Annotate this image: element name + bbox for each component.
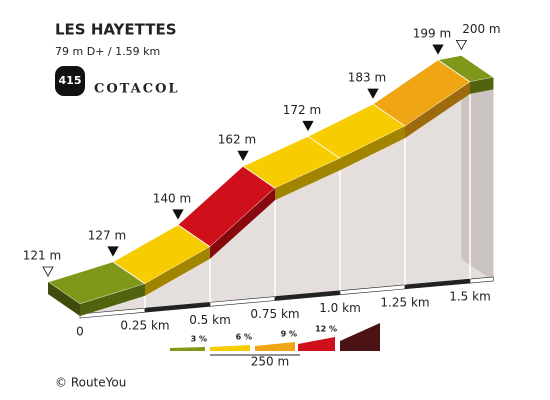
plot: 121 m 127 m 140 m 162 m 172 m 183 m 199 m 200 m… bbox=[23, 22, 501, 339]
road-face bbox=[340, 126, 405, 171]
road-face-shade bbox=[275, 158, 340, 201]
elevation-marker bbox=[432, 44, 444, 55]
legend-swatch bbox=[210, 345, 250, 351]
brand: COTACOL bbox=[94, 82, 180, 97]
road-face bbox=[405, 81, 470, 139]
elevation-label: 200 m bbox=[462, 22, 500, 36]
chart-subtitle: 79 m D+ / 1.59 km bbox=[55, 45, 160, 58]
chart-title: LES HAYETTES bbox=[55, 21, 177, 39]
road-face-shade bbox=[470, 77, 494, 94]
elevation-label: 140 m bbox=[153, 191, 191, 205]
elevation-label: 127 m bbox=[88, 228, 126, 242]
x-tick-label: 0.25 km bbox=[120, 319, 169, 333]
road-face-shade bbox=[405, 81, 470, 139]
elevation-marker bbox=[42, 266, 54, 277]
start-face-shade bbox=[48, 282, 80, 316]
road-face bbox=[80, 283, 145, 316]
road-face-shade bbox=[80, 283, 145, 316]
x-tick-label: 1.0 km bbox=[319, 301, 361, 315]
elevation-label: 162 m bbox=[218, 133, 256, 147]
road-face-shade bbox=[145, 246, 210, 296]
legend-label: 6 % bbox=[236, 333, 252, 342]
legend-swatch bbox=[170, 347, 205, 351]
x-tick-label: 0.75 km bbox=[250, 307, 299, 321]
wall bbox=[80, 89, 494, 318]
elevation-marker bbox=[455, 39, 468, 51]
elevation-label: 121 m bbox=[23, 249, 61, 263]
elevation-marker bbox=[302, 120, 314, 132]
legend-label: 9 % bbox=[281, 330, 297, 339]
elevation-label: 199 m bbox=[413, 26, 451, 40]
road-face bbox=[210, 188, 275, 259]
x-tick-label: 0 bbox=[76, 325, 84, 339]
badge-box bbox=[55, 66, 85, 96]
road-face bbox=[275, 158, 340, 201]
legend-swatch bbox=[298, 337, 335, 351]
legend-label: 3 % bbox=[191, 335, 207, 344]
elevation-marker bbox=[367, 88, 379, 99]
x-tick-label: 1.5 km bbox=[449, 290, 491, 304]
legend-swatch bbox=[340, 323, 380, 351]
legend-scale: 250 m bbox=[251, 355, 289, 369]
base-strip bbox=[469, 276, 494, 284]
elevation-marker bbox=[107, 246, 119, 257]
road-face-shade bbox=[340, 126, 405, 171]
elevation-label: 183 m bbox=[348, 71, 386, 85]
footer: © RouteYou bbox=[55, 376, 126, 390]
legend-label: 12 % bbox=[315, 325, 337, 334]
legend-swatch bbox=[255, 342, 295, 351]
elevation-marker bbox=[237, 150, 249, 161]
road-face bbox=[145, 246, 210, 296]
badge-number: 415 bbox=[59, 74, 82, 87]
elevation-marker bbox=[172, 209, 184, 220]
elevation-label: 172 m bbox=[283, 103, 321, 117]
x-tick-label: 1.25 km bbox=[380, 295, 429, 309]
road-face-shade bbox=[210, 188, 275, 259]
x-tick-label: 0.5 km bbox=[189, 313, 231, 327]
road-face bbox=[470, 77, 494, 94]
